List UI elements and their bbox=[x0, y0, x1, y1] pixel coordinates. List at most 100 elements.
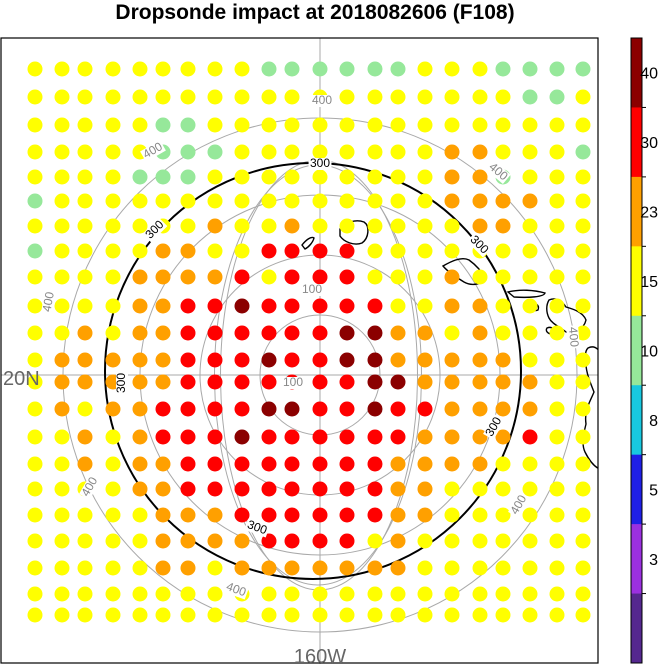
impact-point bbox=[495, 607, 511, 623]
impact-point bbox=[105, 352, 121, 368]
impact-point bbox=[367, 243, 383, 259]
impact-point bbox=[367, 401, 383, 417]
impact-point bbox=[155, 507, 171, 523]
colorbar-segment bbox=[631, 385, 642, 456]
impact-point bbox=[549, 481, 565, 497]
impact-point bbox=[367, 586, 383, 602]
impact-point bbox=[105, 456, 121, 472]
impact-point bbox=[444, 61, 460, 77]
chart-title: Dropsonde impact at 2018082606 (F108) bbox=[115, 1, 515, 24]
impact-point bbox=[495, 89, 511, 105]
impact-point bbox=[339, 144, 355, 160]
impact-point bbox=[132, 117, 148, 133]
impact-point bbox=[549, 325, 565, 341]
impact-point bbox=[105, 560, 121, 576]
impact-point bbox=[472, 218, 488, 234]
impact-point bbox=[132, 169, 148, 185]
impact-point bbox=[575, 89, 591, 105]
impact-point bbox=[549, 560, 565, 576]
impact-point bbox=[261, 456, 277, 472]
impact-point bbox=[495, 456, 511, 472]
impact-point bbox=[549, 586, 565, 602]
impact-point bbox=[417, 193, 433, 209]
impact-point bbox=[155, 560, 171, 576]
colorbar-tick-label: 5 bbox=[649, 482, 658, 499]
impact-point bbox=[234, 298, 250, 314]
impact-point bbox=[180, 193, 196, 209]
impact-point bbox=[312, 401, 328, 417]
range-ring-labels: 3003003003003003001001004004004004004004… bbox=[40, 93, 582, 600]
impact-point bbox=[495, 269, 511, 285]
impact-point bbox=[417, 481, 433, 497]
impact-point bbox=[180, 117, 196, 133]
impact-point bbox=[261, 269, 277, 285]
impact-point bbox=[180, 298, 196, 314]
impact-point bbox=[180, 144, 196, 160]
lat-label-20n: 20N bbox=[3, 368, 40, 390]
impact-point bbox=[444, 481, 460, 497]
impact-point bbox=[522, 374, 538, 390]
impact-point bbox=[284, 456, 300, 472]
impact-point bbox=[132, 586, 148, 602]
range-ring-label-bg bbox=[41, 289, 57, 315]
impact-point bbox=[234, 401, 250, 417]
impact-point bbox=[284, 401, 300, 417]
impact-point bbox=[549, 269, 565, 285]
impact-point bbox=[444, 533, 460, 549]
impact-point bbox=[207, 169, 223, 185]
impact-point bbox=[27, 533, 43, 549]
impact-point bbox=[312, 243, 328, 259]
impact-point bbox=[444, 507, 460, 523]
impact-point bbox=[390, 61, 406, 77]
impact-point bbox=[261, 429, 277, 445]
impact-point bbox=[495, 586, 511, 602]
impact-point bbox=[444, 325, 460, 341]
impact-point bbox=[575, 429, 591, 445]
impact-point bbox=[180, 481, 196, 497]
impact-point bbox=[549, 456, 565, 472]
impact-point bbox=[367, 374, 383, 390]
colorbar-tick-label: 15 bbox=[640, 274, 658, 291]
impact-point bbox=[575, 507, 591, 523]
impact-point bbox=[472, 401, 488, 417]
impact-point bbox=[261, 117, 277, 133]
impact-point bbox=[495, 117, 511, 133]
impact-point bbox=[444, 456, 460, 472]
island-molokai bbox=[506, 289, 546, 299]
impact-point bbox=[390, 533, 406, 549]
impact-point bbox=[155, 401, 171, 417]
colorbar-tick-label: 8 bbox=[649, 413, 658, 430]
impact-point bbox=[207, 533, 223, 549]
impact-point bbox=[207, 89, 223, 105]
impact-point bbox=[54, 269, 70, 285]
impact-point bbox=[390, 269, 406, 285]
impact-point bbox=[444, 193, 460, 209]
impact-point bbox=[444, 144, 460, 160]
impact-point bbox=[155, 298, 171, 314]
impact-point bbox=[444, 117, 460, 133]
impact-point bbox=[132, 456, 148, 472]
impact-point bbox=[549, 507, 565, 523]
impact-point bbox=[312, 298, 328, 314]
impact-point bbox=[472, 481, 488, 497]
impact-point bbox=[522, 607, 538, 623]
impact-point bbox=[54, 586, 70, 602]
range-ring-label-bg bbox=[466, 232, 492, 258]
impact-point bbox=[54, 352, 70, 368]
colorbar-frame bbox=[630, 37, 643, 664]
impact-point bbox=[522, 89, 538, 105]
impact-point bbox=[367, 117, 383, 133]
impact-point bbox=[444, 401, 460, 417]
impact-point bbox=[575, 144, 591, 160]
range-ring-label: 100 bbox=[302, 282, 322, 296]
impact-point bbox=[27, 243, 43, 259]
impact-point bbox=[472, 456, 488, 472]
impact-point bbox=[234, 193, 250, 209]
impact-point bbox=[495, 481, 511, 497]
impact-point bbox=[77, 560, 93, 576]
impact-point bbox=[77, 352, 93, 368]
impact-point bbox=[339, 374, 355, 390]
impact-point bbox=[180, 169, 196, 185]
impact-point bbox=[180, 507, 196, 523]
range-ring-label-bg bbox=[300, 284, 324, 296]
